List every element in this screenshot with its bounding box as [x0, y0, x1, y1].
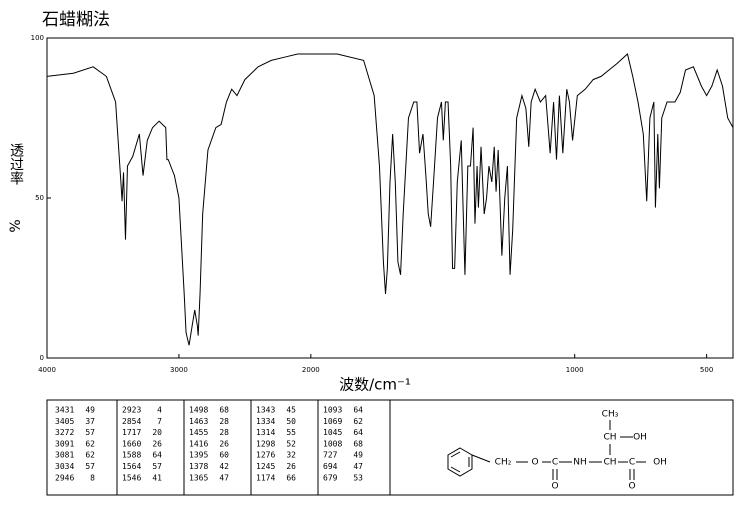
peak-wavenumber: 1416	[189, 439, 208, 448]
structure-label: CH	[603, 458, 616, 468]
x-tick-label: 1000	[566, 366, 584, 374]
structure-label: O	[628, 482, 635, 492]
peak-wavenumber: 1343	[256, 406, 275, 415]
peak-wavenumber: 1378	[189, 462, 208, 471]
peak-transmittance: 47	[353, 462, 363, 471]
peak-wavenumber: 1455	[189, 428, 208, 437]
peak-wavenumber: 1276	[256, 451, 275, 460]
peak-transmittance: 68	[219, 406, 229, 415]
x-tick-label: 2000	[302, 366, 320, 374]
peak-transmittance: 26	[152, 439, 162, 448]
peak-wavenumber: 3272	[55, 428, 74, 437]
peak-transmittance: 62	[85, 439, 95, 448]
peak-transmittance: 7	[157, 417, 162, 426]
structure-label: CH₃	[602, 410, 619, 420]
peak-transmittance: 20	[152, 428, 162, 437]
peak-transmittance: 53	[353, 473, 363, 482]
y-axis-label: 透过率	[8, 143, 24, 185]
peak-wavenumber: 679	[323, 473, 338, 482]
peak-wavenumber: 1498	[189, 406, 208, 415]
structure-label: C	[629, 458, 635, 468]
peak-transmittance: 37	[85, 417, 95, 426]
peak-transmittance: 50	[286, 417, 296, 426]
peak-wavenumber: 1564	[122, 462, 141, 471]
peak-wavenumber: 694	[323, 462, 338, 471]
peak-transmittance: 52	[286, 439, 296, 448]
peak-wavenumber: 2923	[122, 406, 141, 415]
peak-transmittance: 62	[353, 417, 363, 426]
structure-label: OH	[633, 433, 647, 443]
peak-transmittance: 66	[286, 473, 296, 482]
structure-label: CH	[603, 433, 616, 443]
y-axis-unit: %	[8, 219, 24, 232]
peak-transmittance: 26	[219, 439, 229, 448]
structure-label: OH	[653, 458, 667, 468]
structure-bonds	[447, 420, 646, 480]
y-tick-label: 100	[31, 34, 44, 42]
peak-wavenumber: 3091	[55, 439, 74, 448]
x-tick-label: 4000	[38, 366, 56, 374]
y-tick-label: 0	[40, 354, 44, 362]
peak-transmittance: 49	[85, 406, 95, 415]
x-tick-label: 3000	[170, 366, 188, 374]
peak-wavenumber: 1588	[122, 451, 141, 460]
peak-wavenumber: 2854	[122, 417, 141, 426]
structure-label: O	[551, 482, 558, 492]
peak-transmittance: 32	[286, 451, 296, 460]
peak-transmittance: 26	[286, 462, 296, 471]
y-axis-label-text: 透过率	[8, 143, 24, 185]
peak-wavenumber: 1717	[122, 428, 141, 437]
peak-transmittance: 4	[157, 406, 162, 415]
peak-transmittance: 41	[152, 473, 162, 482]
peak-transmittance: 55	[286, 428, 296, 437]
peak-transmittance: 49	[353, 451, 363, 460]
peak-transmittance: 28	[219, 428, 229, 437]
peak-transmittance: 57	[85, 428, 95, 437]
peak-transmittance: 57	[152, 462, 162, 471]
structure-label: O	[531, 458, 538, 468]
peak-wavenumber: 1314	[256, 428, 275, 437]
structure-label: NH	[573, 458, 587, 468]
peak-wavenumber: 1546	[122, 473, 141, 482]
peak-transmittance: 64	[152, 451, 162, 460]
peak-wavenumber: 3431	[55, 406, 74, 415]
structure-label: CH₂	[495, 458, 512, 468]
peak-wavenumber: 1365	[189, 473, 208, 482]
peak-transmittance: 64	[353, 428, 363, 437]
peak-wavenumber: 1245	[256, 462, 275, 471]
peak-transmittance: 62	[85, 451, 95, 460]
chart-title: 石蜡糊法	[42, 10, 110, 30]
peak-wavenumber: 1008	[323, 439, 342, 448]
peak-wavenumber: 1045	[323, 428, 342, 437]
peak-wavenumber: 3405	[55, 417, 74, 426]
peak-wavenumber: 1069	[323, 417, 342, 426]
peak-wavenumber: 1093	[323, 406, 342, 415]
peak-wavenumber: 1334	[256, 417, 275, 426]
peak-transmittance: 8	[90, 473, 95, 482]
y-tick-label: 50	[35, 194, 44, 202]
spectrum-line	[46, 53, 734, 346]
peak-wavenumber: 1298	[256, 439, 275, 448]
peak-transmittance: 68	[353, 439, 363, 448]
peak-wavenumber: 3081	[55, 451, 74, 460]
peak-wavenumber: 727	[323, 451, 338, 460]
peak-wavenumber: 1660	[122, 439, 141, 448]
x-axis-label: 波数/cm⁻¹	[339, 376, 411, 394]
peak-wavenumber: 1463	[189, 417, 208, 426]
peak-wavenumber: 3034	[55, 462, 74, 471]
peak-wavenumber: 1395	[189, 451, 208, 460]
peak-transmittance: 45	[286, 406, 296, 415]
structure-label: C	[552, 458, 558, 468]
peak-transmittance: 60	[219, 451, 229, 460]
peak-transmittance: 64	[353, 406, 363, 415]
peak-transmittance: 47	[219, 473, 229, 482]
peak-wavenumber: 2946	[55, 473, 74, 482]
peak-transmittance: 28	[219, 417, 229, 426]
peak-transmittance: 57	[85, 462, 95, 471]
peak-wavenumber: 1174	[256, 473, 275, 482]
x-tick-label: 500	[700, 366, 713, 374]
peak-transmittance: 42	[219, 462, 229, 471]
